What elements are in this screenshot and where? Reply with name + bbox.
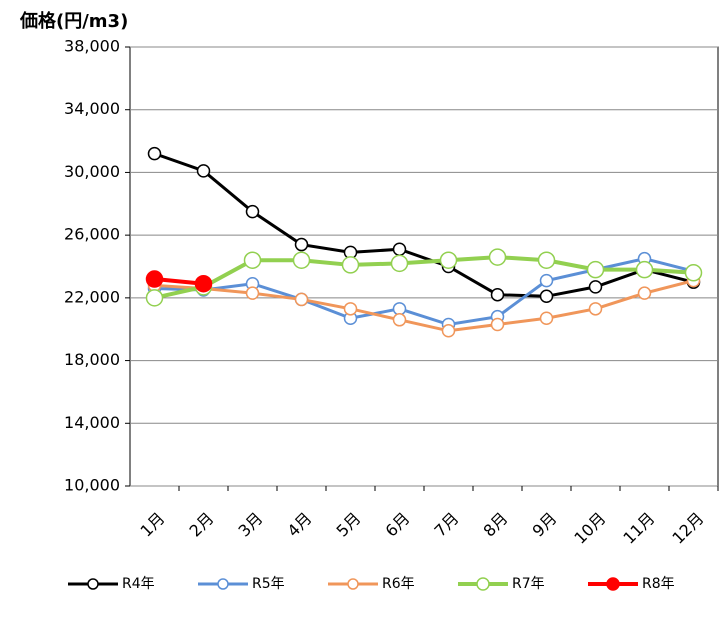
point — [245, 286, 260, 300]
x-tick-label: 10月 — [570, 509, 609, 548]
legend-marker — [217, 578, 229, 590]
legend-label: R4年 — [122, 576, 155, 592]
point — [537, 251, 556, 269]
x-tick-label: 3月 — [235, 509, 267, 541]
y-tick-label: 26,000 — [64, 225, 120, 244]
point — [194, 274, 213, 293]
point — [390, 254, 409, 273]
point — [637, 286, 652, 300]
point — [196, 164, 211, 178]
x-tick-label: 6月 — [382, 509, 414, 541]
x-tick-label: 1月 — [137, 509, 169, 541]
point — [490, 287, 505, 302]
point — [439, 251, 458, 269]
point — [488, 248, 507, 266]
point — [392, 302, 407, 316]
y-tick-label: 22,000 — [64, 287, 120, 306]
point — [294, 292, 309, 307]
legend-label: R6年 — [382, 576, 415, 592]
point — [147, 146, 162, 161]
point — [245, 204, 260, 219]
point — [392, 242, 407, 257]
x-tick-label: 5月 — [333, 509, 365, 541]
point — [684, 264, 703, 282]
y-tick-label: 14,000 — [64, 413, 120, 432]
legend-label: R8年 — [642, 576, 675, 592]
legend-marker — [476, 577, 490, 591]
chart-title: 価格(円/m3) — [19, 10, 128, 32]
y-tick-label: 34,000 — [64, 99, 120, 118]
y-tick-label: 10,000 — [64, 476, 120, 495]
x-tick-label: 8月 — [480, 509, 512, 541]
x-tick-label: 7月 — [431, 509, 463, 541]
x-tick-label: 2月 — [186, 509, 218, 541]
legend-marker — [347, 578, 359, 590]
legend-marker — [606, 577, 620, 591]
y-tick-label: 38,000 — [64, 37, 120, 56]
series-line — [154, 152, 694, 298]
point — [490, 317, 505, 332]
point — [588, 302, 603, 316]
x-tick-label: 12月 — [668, 509, 707, 548]
point — [145, 270, 164, 288]
point — [539, 289, 554, 304]
point — [294, 237, 309, 252]
legend-label: R5年 — [252, 576, 285, 592]
point — [539, 311, 554, 325]
point — [441, 324, 456, 338]
x-tick-label: 9月 — [529, 509, 561, 541]
point — [588, 280, 603, 294]
point — [539, 273, 554, 288]
point — [243, 251, 262, 269]
legend-label: R7年 — [512, 576, 545, 592]
series-line — [154, 279, 694, 333]
plot-area — [129, 46, 719, 487]
y-tick-label: 30,000 — [64, 162, 120, 181]
point — [586, 260, 605, 279]
point — [343, 302, 358, 316]
point — [145, 289, 164, 307]
legend-marker — [87, 578, 99, 590]
point — [292, 251, 311, 269]
x-tick-label: 4月 — [284, 509, 316, 541]
point — [392, 313, 407, 327]
point — [635, 260, 654, 279]
x-tick-label: 11月 — [619, 509, 658, 548]
y-tick-label: 18,000 — [64, 350, 120, 369]
point — [341, 256, 360, 274]
